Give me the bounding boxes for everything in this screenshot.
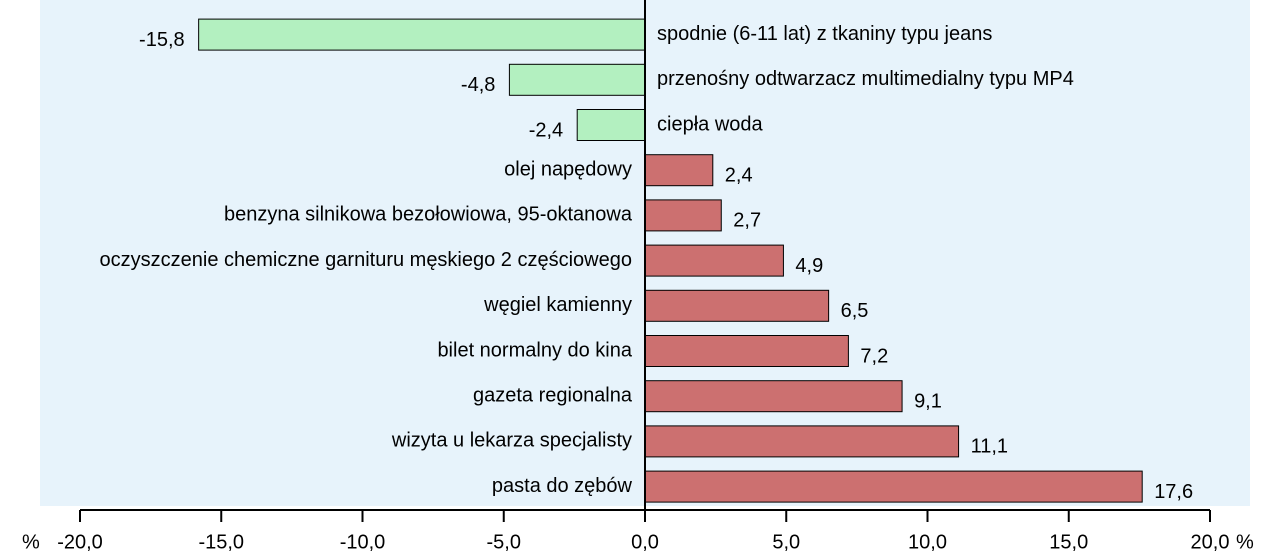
- bar: [644, 470, 1143, 503]
- value-label: 7,2: [860, 345, 888, 367]
- value-label: 2,7: [733, 210, 761, 232]
- value-label: 11,1: [971, 436, 1008, 458]
- bar: [644, 154, 714, 187]
- category-label: pasta do zębów: [492, 475, 633, 497]
- bar: [198, 18, 646, 51]
- x-tick-label: -20,0: [57, 531, 103, 553]
- x-tick-label: -10,0: [340, 531, 386, 553]
- category-label: oczyszczenie chemiczne garnituru męskieg…: [100, 249, 632, 271]
- value-label: -4,8: [461, 74, 495, 96]
- x-tick-label: 20,0: [1191, 531, 1230, 553]
- bar: [576, 109, 646, 141]
- category-label: węgiel kamienny: [483, 294, 632, 316]
- bar: [644, 289, 830, 322]
- x-tick-label: 10,0: [908, 531, 947, 553]
- value-label: 17,6: [1154, 481, 1193, 503]
- value-label: 9,1: [914, 390, 942, 412]
- value-label: 4,9: [795, 255, 823, 277]
- x-tick-label: 15,0: [1049, 531, 1088, 553]
- value-label: 2,4: [725, 164, 753, 186]
- category-label: benzyna silnikowa bezołowiowa, 95-oktano…: [224, 204, 633, 226]
- bar: [644, 380, 903, 413]
- category-label: przenośny odtwarzacz multimedialny typu …: [657, 68, 1074, 90]
- value-label: -2,4: [529, 119, 563, 141]
- x-tick-label: 5,0: [772, 531, 800, 553]
- x-tick-label: -5,0: [487, 531, 521, 553]
- bar: [644, 244, 784, 277]
- x-tick-label: -15,0: [198, 531, 244, 553]
- x-tick-label: 0,0: [631, 531, 659, 553]
- value-label: -15,8: [139, 29, 185, 51]
- bar: [644, 335, 849, 367]
- category-label: wizyta u lekarza specjalisty: [391, 430, 632, 452]
- category-label: gazeta regionalna: [473, 384, 633, 406]
- category-label: ciepła woda: [657, 113, 764, 135]
- category-label: spodnie (6-11 lat) z tkaniny typu jeans: [657, 23, 992, 45]
- category-label: olej napędowy: [504, 158, 632, 180]
- value-label: 6,5: [841, 300, 869, 322]
- x-unit-right: %: [1236, 531, 1254, 553]
- x-unit-left: %: [22, 531, 40, 553]
- bar: [644, 199, 722, 232]
- category-label: bilet normalny do kina: [437, 339, 632, 361]
- bar: [508, 63, 646, 96]
- bar: [644, 425, 960, 458]
